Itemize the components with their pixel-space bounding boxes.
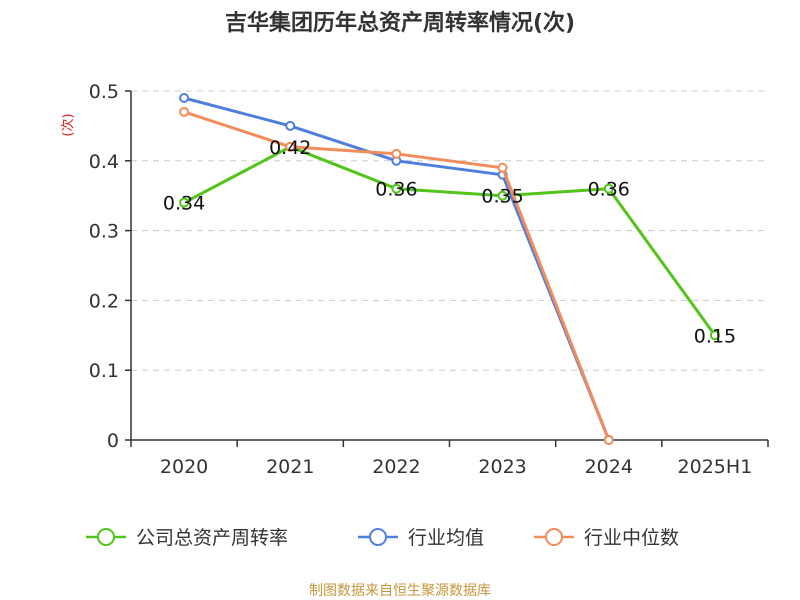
series-point-2	[179, 106, 190, 117]
gridlines	[131, 90, 768, 371]
series-point-1	[179, 92, 190, 103]
y-tick-label: 0.3	[89, 221, 119, 243]
series-point-0	[603, 183, 614, 194]
y-tick-label: 0	[107, 430, 119, 452]
series-point-2	[497, 162, 508, 173]
data-label: 0.36	[375, 179, 417, 201]
legend-label: 行业均值	[408, 527, 484, 549]
data-labels: 0.34 0.42 0.36 0.35 0.36 0.15	[163, 137, 736, 347]
legend-swatch-marker	[545, 528, 563, 546]
legend-swatch-marker	[97, 528, 115, 546]
axes: 0 0.1 0.2 0.3 0.4 0.5 2020 2021 2022 2023 2024 2025…	[89, 81, 769, 478]
series-point-2	[285, 141, 296, 152]
x-tick-label: 2025H1	[678, 456, 753, 478]
data-label: 0.15	[694, 325, 736, 347]
y-axis-label: (次)	[60, 113, 76, 136]
x-tick-label: 2022	[372, 456, 420, 478]
legend-swatch-marker	[369, 528, 387, 546]
x-tick-label: 2021	[266, 456, 314, 478]
y-tick-label: 0.1	[89, 360, 119, 382]
data-label: 0.34	[163, 193, 205, 215]
y-tick-label: 0.2	[89, 290, 119, 312]
series-point-1	[285, 120, 296, 131]
y-tick-label: 0.4	[89, 151, 119, 173]
y-tick-label: 0.5	[89, 81, 119, 103]
x-tick-label: 2023	[478, 456, 526, 478]
legend: 公司总资产周转率 行业均值 行业中位数	[86, 527, 679, 549]
chart-title: 吉华集团历年总资产周转率情况(次)	[225, 10, 575, 36]
data-label: 0.42	[269, 137, 311, 159]
series-point-2	[603, 435, 614, 445]
series-layer	[179, 92, 720, 445]
legend-label: 行业中位数	[584, 527, 679, 549]
series-point-0	[179, 197, 190, 208]
x-tick-label: 2020	[160, 456, 208, 478]
series-point-0	[709, 330, 720, 341]
data-label: 0.35	[481, 186, 523, 208]
data-label: 0.36	[588, 179, 630, 201]
series-point-0	[497, 190, 508, 201]
source-note: 制图数据来自恒生聚源数据库	[309, 583, 491, 599]
series-point-2	[391, 148, 402, 159]
series-point-0	[391, 183, 402, 194]
legend-label: 公司总资产周转率	[136, 527, 288, 549]
x-tick-label: 2024	[585, 456, 633, 478]
series-line-0	[183, 145, 717, 337]
